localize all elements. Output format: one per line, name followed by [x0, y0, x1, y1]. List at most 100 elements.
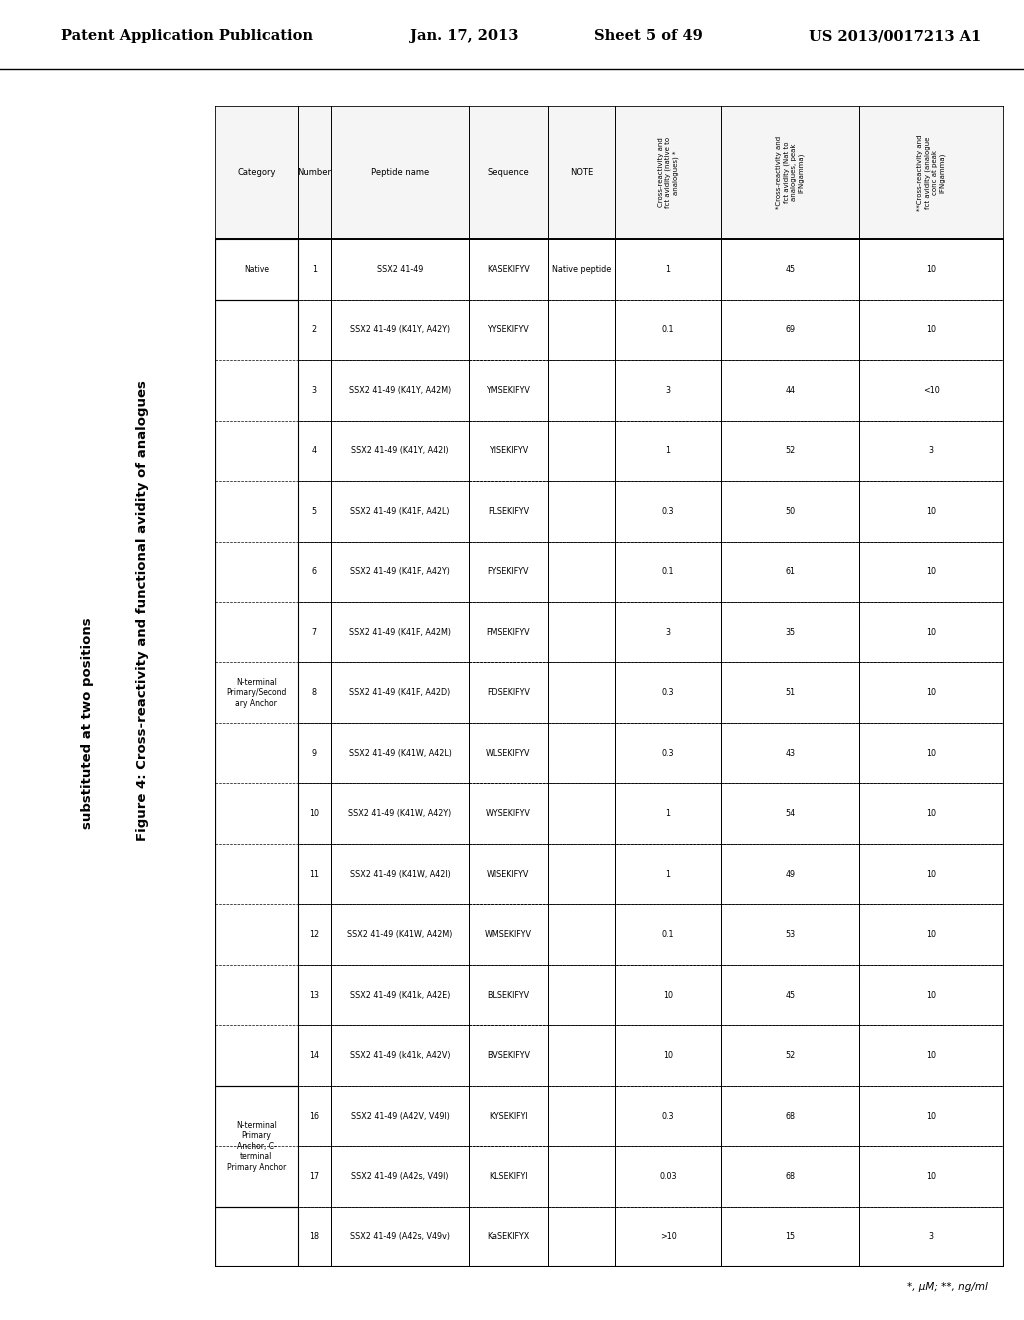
- Bar: [859, 965, 1004, 1026]
- Bar: [298, 1206, 331, 1267]
- Bar: [859, 300, 1004, 360]
- Bar: [331, 541, 469, 602]
- Text: 1: 1: [666, 265, 671, 275]
- Bar: [331, 602, 469, 663]
- Bar: [331, 904, 469, 965]
- Bar: [548, 1146, 614, 1206]
- Text: 10: 10: [927, 688, 936, 697]
- Bar: [614, 239, 721, 300]
- Text: **Cross-reactivity and
fct avidity (analogue
conc at peak
IFNgamma): **Cross-reactivity and fct avidity (anal…: [918, 135, 945, 211]
- Text: 1: 1: [666, 870, 671, 879]
- Bar: [859, 239, 1004, 300]
- Text: 68: 68: [785, 1111, 796, 1121]
- Bar: [721, 1146, 859, 1206]
- Text: *, μM; **, ng/ml: *, μM; **, ng/ml: [907, 1282, 988, 1292]
- Text: YMSEKIFYV: YMSEKIFYV: [486, 385, 530, 395]
- Text: SSX2 41-49 (K41Y, A42I): SSX2 41-49 (K41Y, A42I): [351, 446, 449, 455]
- Bar: [469, 1086, 548, 1146]
- Text: SSX2 41-49: SSX2 41-49: [377, 265, 423, 275]
- Bar: [469, 784, 548, 843]
- Text: 45: 45: [785, 265, 796, 275]
- Text: KASEKIFYV: KASEKIFYV: [487, 265, 529, 275]
- Bar: [215, 1086, 298, 1206]
- Text: WISEKIFYV: WISEKIFYV: [487, 870, 529, 879]
- Bar: [859, 1146, 1004, 1206]
- Text: N-terminal
Primary
Anchor, C-
terminal
Primary Anchor: N-terminal Primary Anchor, C- terminal P…: [226, 1121, 286, 1172]
- Bar: [215, 300, 298, 1086]
- Text: KYSEKIFYI: KYSEKIFYI: [489, 1111, 527, 1121]
- Bar: [721, 663, 859, 723]
- Text: Native peptide: Native peptide: [552, 265, 611, 275]
- Bar: [298, 843, 331, 904]
- Text: 2: 2: [312, 326, 317, 334]
- Bar: [548, 843, 614, 904]
- Bar: [331, 300, 469, 360]
- Bar: [859, 904, 1004, 965]
- Text: 3: 3: [312, 385, 316, 395]
- Bar: [469, 480, 548, 541]
- Text: SSX2 41-49 (k41k, A42V): SSX2 41-49 (k41k, A42V): [349, 1051, 451, 1060]
- Bar: [331, 360, 469, 421]
- Bar: [298, 723, 331, 784]
- Text: 10: 10: [927, 265, 936, 275]
- Text: 5: 5: [312, 507, 317, 516]
- Text: N-terminal
Primary/Second
ary Anchor: N-terminal Primary/Second ary Anchor: [226, 678, 287, 708]
- Bar: [298, 904, 331, 965]
- Text: Sequence: Sequence: [487, 168, 529, 177]
- Bar: [331, 965, 469, 1026]
- Bar: [469, 602, 548, 663]
- Bar: [859, 843, 1004, 904]
- Bar: [215, 239, 298, 300]
- Bar: [548, 965, 614, 1026]
- Text: 18: 18: [309, 1233, 319, 1242]
- Bar: [298, 421, 331, 480]
- Text: 10: 10: [663, 1051, 673, 1060]
- Text: 4: 4: [312, 446, 316, 455]
- Text: 11: 11: [309, 870, 319, 879]
- Text: 0.3: 0.3: [662, 688, 674, 697]
- Text: FMSEKIFYV: FMSEKIFYV: [486, 628, 530, 636]
- Bar: [469, 421, 548, 480]
- Bar: [721, 602, 859, 663]
- Bar: [331, 1086, 469, 1146]
- Text: SSX2 41-49 (K41F, A42Y): SSX2 41-49 (K41F, A42Y): [350, 568, 450, 577]
- Bar: [548, 421, 614, 480]
- Bar: [614, 300, 721, 360]
- Bar: [721, 239, 859, 300]
- Bar: [331, 723, 469, 784]
- Text: WMSEKIFYV: WMSEKIFYV: [484, 931, 531, 939]
- Text: *Cross-reactivity and
fct avidity (Nat to
analogues, peak
IFNgamma): *Cross-reactivity and fct avidity (Nat t…: [776, 136, 804, 209]
- Bar: [469, 541, 548, 602]
- Bar: [859, 1086, 1004, 1146]
- Bar: [614, 421, 721, 480]
- Bar: [331, 784, 469, 843]
- Bar: [469, 723, 548, 784]
- Text: SSX2 41-49 (K41W, A42I): SSX2 41-49 (K41W, A42I): [349, 870, 451, 879]
- Bar: [469, 904, 548, 965]
- Text: FYSEKIFYV: FYSEKIFYV: [487, 568, 529, 577]
- Text: 3: 3: [929, 1233, 934, 1242]
- Bar: [614, 843, 721, 904]
- Bar: [298, 1086, 331, 1146]
- Bar: [614, 541, 721, 602]
- Text: SSX2 41-49 (K41Y, A42M): SSX2 41-49 (K41Y, A42M): [349, 385, 451, 395]
- Bar: [469, 360, 548, 421]
- Text: SSX2 41-49 (K41F, A42M): SSX2 41-49 (K41F, A42M): [349, 628, 451, 636]
- Text: Native: Native: [244, 265, 269, 275]
- Bar: [614, 1206, 721, 1267]
- Text: 61: 61: [785, 568, 796, 577]
- Text: KLSEKIFYI: KLSEKIFYI: [489, 1172, 527, 1181]
- Text: 3: 3: [666, 628, 671, 636]
- Bar: [331, 239, 469, 300]
- Text: 10: 10: [927, 326, 936, 334]
- Bar: [721, 480, 859, 541]
- Bar: [548, 602, 614, 663]
- Bar: [298, 1146, 331, 1206]
- Bar: [859, 784, 1004, 843]
- Text: >10: >10: [659, 1233, 677, 1242]
- Text: WYSEKIFYV: WYSEKIFYV: [486, 809, 530, 818]
- Bar: [614, 904, 721, 965]
- Text: 0.1: 0.1: [662, 326, 674, 334]
- Text: 16: 16: [309, 1111, 319, 1121]
- Bar: [614, 360, 721, 421]
